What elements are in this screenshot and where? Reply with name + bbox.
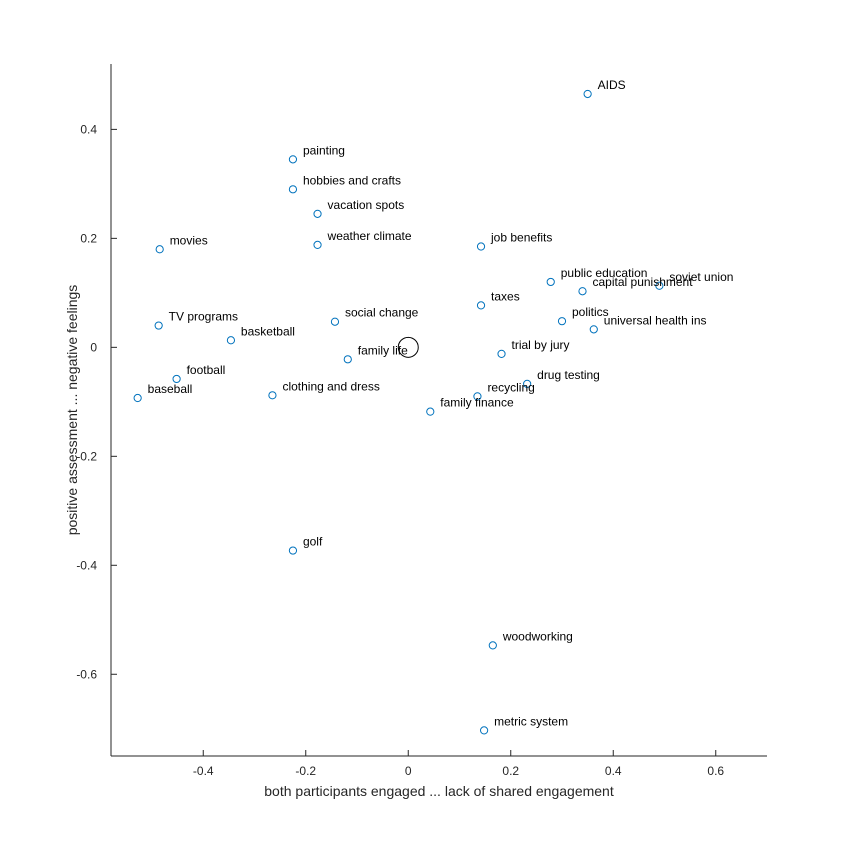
data-point-label: job benefits bbox=[490, 231, 552, 245]
data-point bbox=[133, 393, 142, 403]
y-tick-label: 0.4 bbox=[80, 122, 97, 136]
data-point bbox=[313, 209, 322, 218]
axes-layer: -0.4 -0.2 0 0.2 0.4 0.6 -0.6 -0.4 -0.2 0 0.2 0.4 bbox=[76, 64, 767, 778]
data-point-label: politics bbox=[572, 305, 609, 319]
y-axis-title: positive assessment ... negative feeling… bbox=[64, 285, 80, 536]
data-point bbox=[313, 240, 322, 250]
y-tick-label: -0.2 bbox=[76, 449, 97, 463]
data-point-label: vacation spots bbox=[328, 198, 405, 212]
data-point-label: capital punishment bbox=[593, 275, 694, 289]
data-point-label: recycling bbox=[487, 380, 534, 394]
data-point bbox=[288, 155, 298, 164]
data-point bbox=[557, 317, 567, 326]
labels-layer: AIDS painting hobbies and crafts vacation s… bbox=[148, 78, 734, 728]
data-point-label: woodworking bbox=[502, 629, 573, 643]
data-point bbox=[589, 325, 598, 334]
y-tick-label: -0.4 bbox=[76, 558, 97, 572]
x-tick-label: 0.2 bbox=[502, 764, 519, 778]
x-axis-title: both participants engaged ... lack of sh… bbox=[264, 783, 614, 799]
data-point bbox=[480, 726, 489, 735]
data-point-label: soviet union bbox=[669, 270, 733, 284]
data-point-label: family life bbox=[358, 343, 408, 357]
data-point bbox=[476, 242, 486, 251]
y-tick-label: 0.2 bbox=[80, 231, 97, 245]
data-point-label: universal health ins bbox=[604, 313, 707, 327]
data-point-label: social change bbox=[345, 306, 419, 320]
x-tick-label: 0.6 bbox=[707, 764, 724, 778]
data-point bbox=[473, 392, 482, 401]
data-point-label: AIDS bbox=[598, 78, 626, 92]
data-point bbox=[172, 374, 181, 384]
data-point bbox=[546, 277, 555, 287]
y-tick-label: -0.6 bbox=[76, 667, 97, 681]
data-point bbox=[226, 336, 236, 345]
data-point-label: public education bbox=[561, 266, 648, 280]
data-point-label: weather climate bbox=[327, 229, 412, 243]
data-point-label: baseball bbox=[148, 382, 193, 396]
data-point bbox=[288, 185, 298, 194]
data-point-label: drug testing bbox=[537, 368, 600, 382]
data-point-label: basketball bbox=[241, 324, 295, 338]
data-point-label: clothing and dress bbox=[282, 379, 379, 393]
data-point bbox=[488, 641, 497, 650]
data-point bbox=[343, 355, 352, 364]
data-point-label: movies bbox=[170, 233, 208, 247]
data-point-label: family finance bbox=[440, 396, 514, 410]
data-point-label: golf bbox=[303, 535, 323, 549]
data-point-label: hobbies and crafts bbox=[303, 173, 401, 187]
data-point bbox=[578, 287, 587, 296]
data-point bbox=[523, 379, 532, 388]
data-point bbox=[288, 546, 298, 555]
data-point-label: taxes bbox=[491, 289, 520, 303]
x-tick-label: 0.4 bbox=[605, 764, 622, 778]
x-tick-label: -0.2 bbox=[295, 764, 316, 778]
x-tick-label: -0.4 bbox=[193, 764, 214, 778]
data-point bbox=[476, 301, 486, 310]
data-point bbox=[154, 321, 163, 330]
data-point bbox=[426, 407, 435, 416]
data-point bbox=[497, 349, 506, 358]
data-point bbox=[655, 281, 664, 290]
points-layer bbox=[133, 89, 664, 735]
data-point-label: football bbox=[187, 363, 226, 377]
data-point bbox=[268, 391, 277, 400]
data-point-label: trial by jury bbox=[512, 338, 570, 352]
x-tick-label: 0 bbox=[405, 764, 412, 778]
y-tick-label: 0 bbox=[90, 340, 97, 354]
center-marker bbox=[397, 336, 419, 358]
data-point-label: TV programs bbox=[169, 310, 238, 324]
data-point bbox=[583, 89, 592, 99]
data-point bbox=[330, 317, 340, 326]
data-point-label: painting bbox=[303, 143, 345, 157]
data-point-label: metric system bbox=[494, 714, 568, 728]
data-point bbox=[155, 245, 164, 254]
